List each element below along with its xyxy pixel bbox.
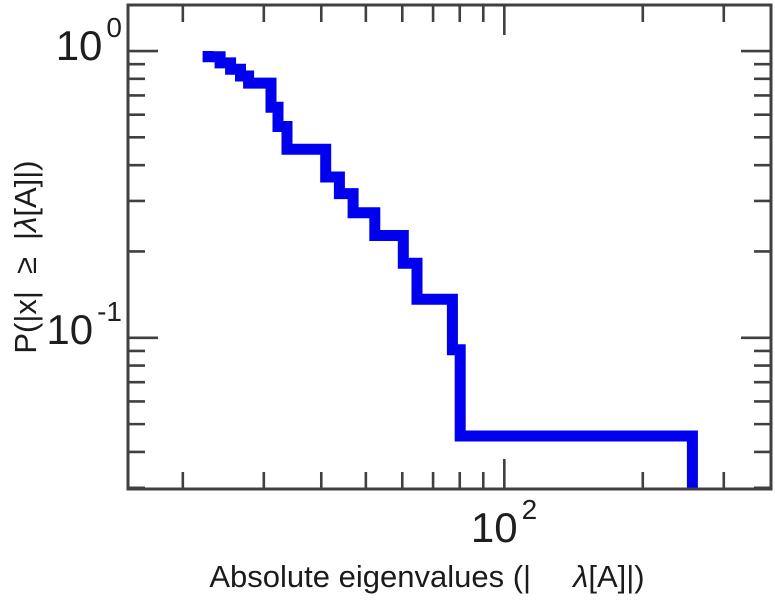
y-axis-title-geq: ≥ [7,256,43,275]
y-axis-title-tail: [A]|) [7,160,43,217]
y-tick-label-1e-1: 10 -1 [46,298,122,353]
x-axis-title-lambda: λ [573,558,589,594]
y-tick-label-1e0: 10 0 [55,14,122,69]
y-tick-1e0-base: 10 [55,22,103,69]
x-axis-title: Absolute eigenvalues (| λ [A]|) [209,558,645,594]
x-axis-title-tail: [A]|) [588,558,645,594]
y-axis-title-bar: | [7,231,43,240]
plot-frame [126,3,773,491]
y-tick-1e-1-base: 10 [46,306,94,353]
y-tick-1e-1-exponent: -1 [97,296,122,327]
x-axis-title-text: Absolute eigenvalues (| [209,558,532,594]
x-tick-label-1e2: 10 2 [470,496,537,551]
y-axis-title: P(|x| ≥ | λ [A]|) [7,160,43,354]
y-axis-title-lambda: λ [7,216,43,232]
y-tick-1e0-exponent: 0 [106,12,122,43]
x-tick-1e2-base: 10 [470,504,518,551]
x-tick-1e2-exponent: 2 [521,494,538,525]
y-axis-title-text: P(|x| [7,291,43,354]
ccdf-step-line [202,51,698,489]
